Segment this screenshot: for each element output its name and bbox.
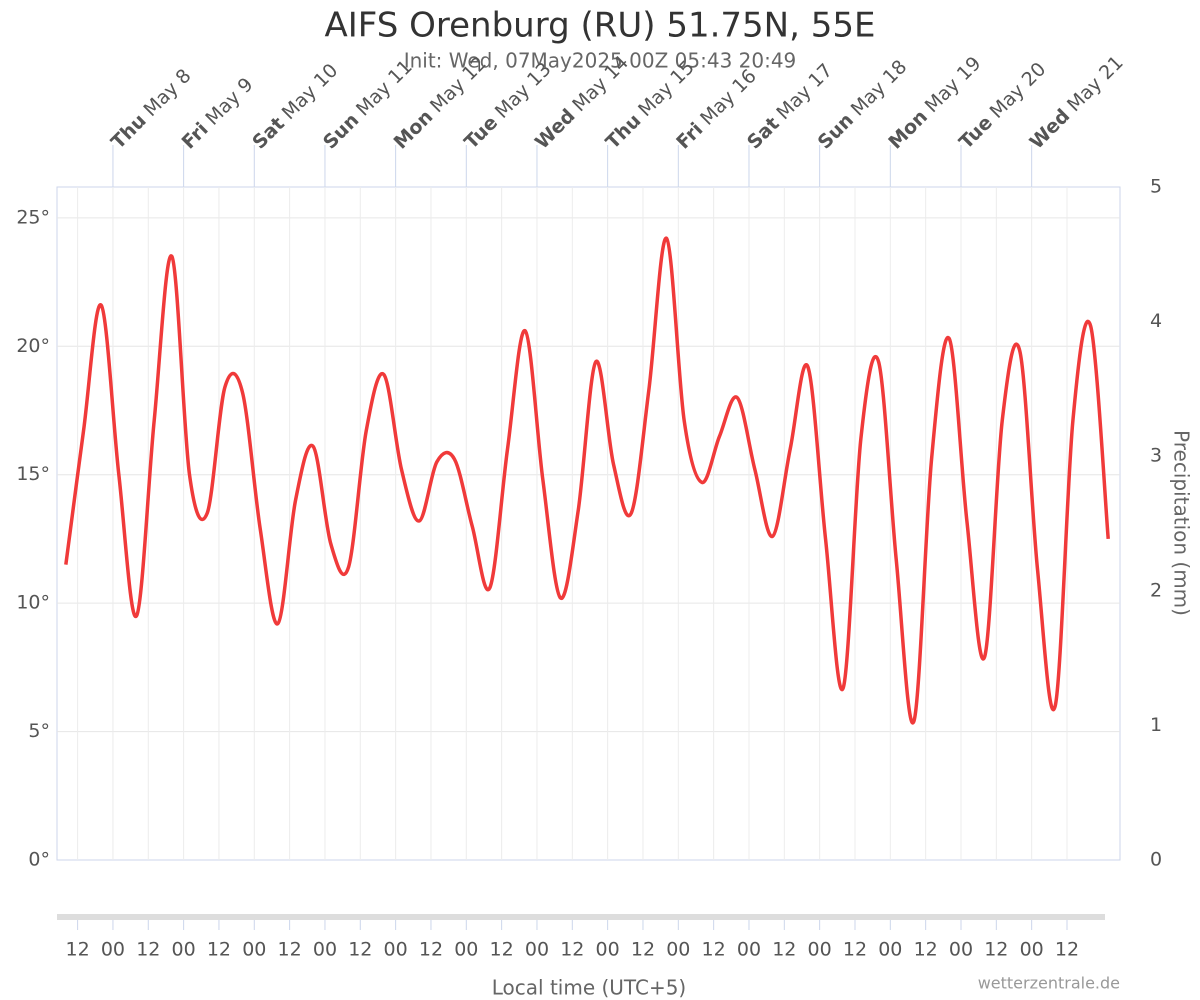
x-tick-label: 12: [419, 939, 443, 961]
day-weekday: Wed: [1026, 105, 1075, 154]
day-date: May 9: [201, 74, 257, 130]
x-tick-label: 00: [596, 939, 620, 961]
y-tick-label: 5°: [28, 720, 50, 742]
x-tick-label: 12: [772, 939, 796, 961]
credit: wetterzentrale.de: [978, 974, 1120, 993]
day-weekday: Thu: [602, 110, 646, 154]
y2-tick-label: 5: [1150, 176, 1162, 198]
x-tick-label: 00: [878, 939, 902, 961]
x-tick-label: 00: [666, 939, 690, 961]
chart-subtitle: Init: Wed, 07May2025 00Z 05:43 20:49: [404, 49, 797, 73]
y-tick-label: 20°: [16, 335, 50, 357]
day-weekday: Mon: [884, 106, 932, 154]
y-tick-label: 25°: [16, 206, 50, 228]
day-date: May 16: [696, 65, 761, 130]
y2-axis-label: Precipitation (mm): [1170, 430, 1194, 616]
x-tick-label: 12: [631, 939, 655, 961]
x-tick-label: 12: [914, 939, 938, 961]
x-tick-label: 12: [560, 939, 584, 961]
day-weekday: Sun: [814, 109, 858, 153]
day-weekday: Thu: [107, 110, 151, 154]
x-tick-label: 12: [136, 939, 160, 961]
x-tick-label: 00: [1020, 939, 1044, 961]
x-tick-label: 12: [843, 939, 867, 961]
day-date: May 10: [278, 59, 343, 124]
y-tick-label: 15°: [16, 463, 50, 485]
day-weekday: Sun: [319, 109, 363, 153]
day-date: May 19: [921, 52, 986, 117]
y2-tick-label: 2: [1150, 579, 1162, 601]
y-tick-label: 10°: [16, 592, 50, 614]
x-tick-label: 00: [101, 939, 125, 961]
chart-title: AIFS Orenburg (RU) 51.75N, 55E: [325, 6, 876, 46]
x-tick-label: 12: [1055, 939, 1079, 961]
x-tick-label: 00: [313, 939, 337, 961]
day-date: May 21: [1063, 52, 1128, 117]
x-axis-label: Local time (UTC+5): [492, 976, 686, 1000]
x-tick-label: 12: [66, 939, 90, 961]
day-date: May 11: [352, 56, 417, 121]
y2-tick-label: 1: [1150, 714, 1162, 736]
x-tick-label: 00: [242, 939, 266, 961]
y2-tick-label: 0: [1150, 849, 1162, 871]
x-tick-label: 00: [525, 939, 549, 961]
x-tick-label: 12: [702, 939, 726, 961]
plot-frame: [56, 186, 1121, 861]
day-weekday: Wed: [531, 105, 580, 154]
x-tick-label: 12: [490, 939, 514, 961]
day-weekday: Fri: [178, 118, 213, 153]
wind-strip: [57, 914, 1105, 920]
day-date: May 20: [986, 58, 1051, 123]
x-tick-label: 12: [348, 939, 372, 961]
x-tick-label: 00: [949, 939, 973, 961]
y2-tick-label: 3: [1150, 445, 1162, 467]
x-tick-label: 00: [737, 939, 761, 961]
x-tick-label: 12: [278, 939, 302, 961]
day-weekday: Mon: [390, 106, 438, 154]
x-tick-label: 00: [454, 939, 478, 961]
x-tick-label: 00: [172, 939, 196, 961]
day-date: May 18: [847, 56, 912, 121]
x-tick-label: 12: [207, 939, 231, 961]
day-weekday: Fri: [672, 118, 707, 153]
day-date: May 8: [139, 65, 195, 121]
x-tick-label: 00: [384, 939, 408, 961]
y2-tick-label: 4: [1150, 310, 1162, 332]
temperature-line: [64, 236, 1110, 725]
y-tick-label: 0°: [28, 849, 50, 871]
x-tick-label: 00: [808, 939, 832, 961]
x-tick-label: 12: [984, 939, 1008, 961]
